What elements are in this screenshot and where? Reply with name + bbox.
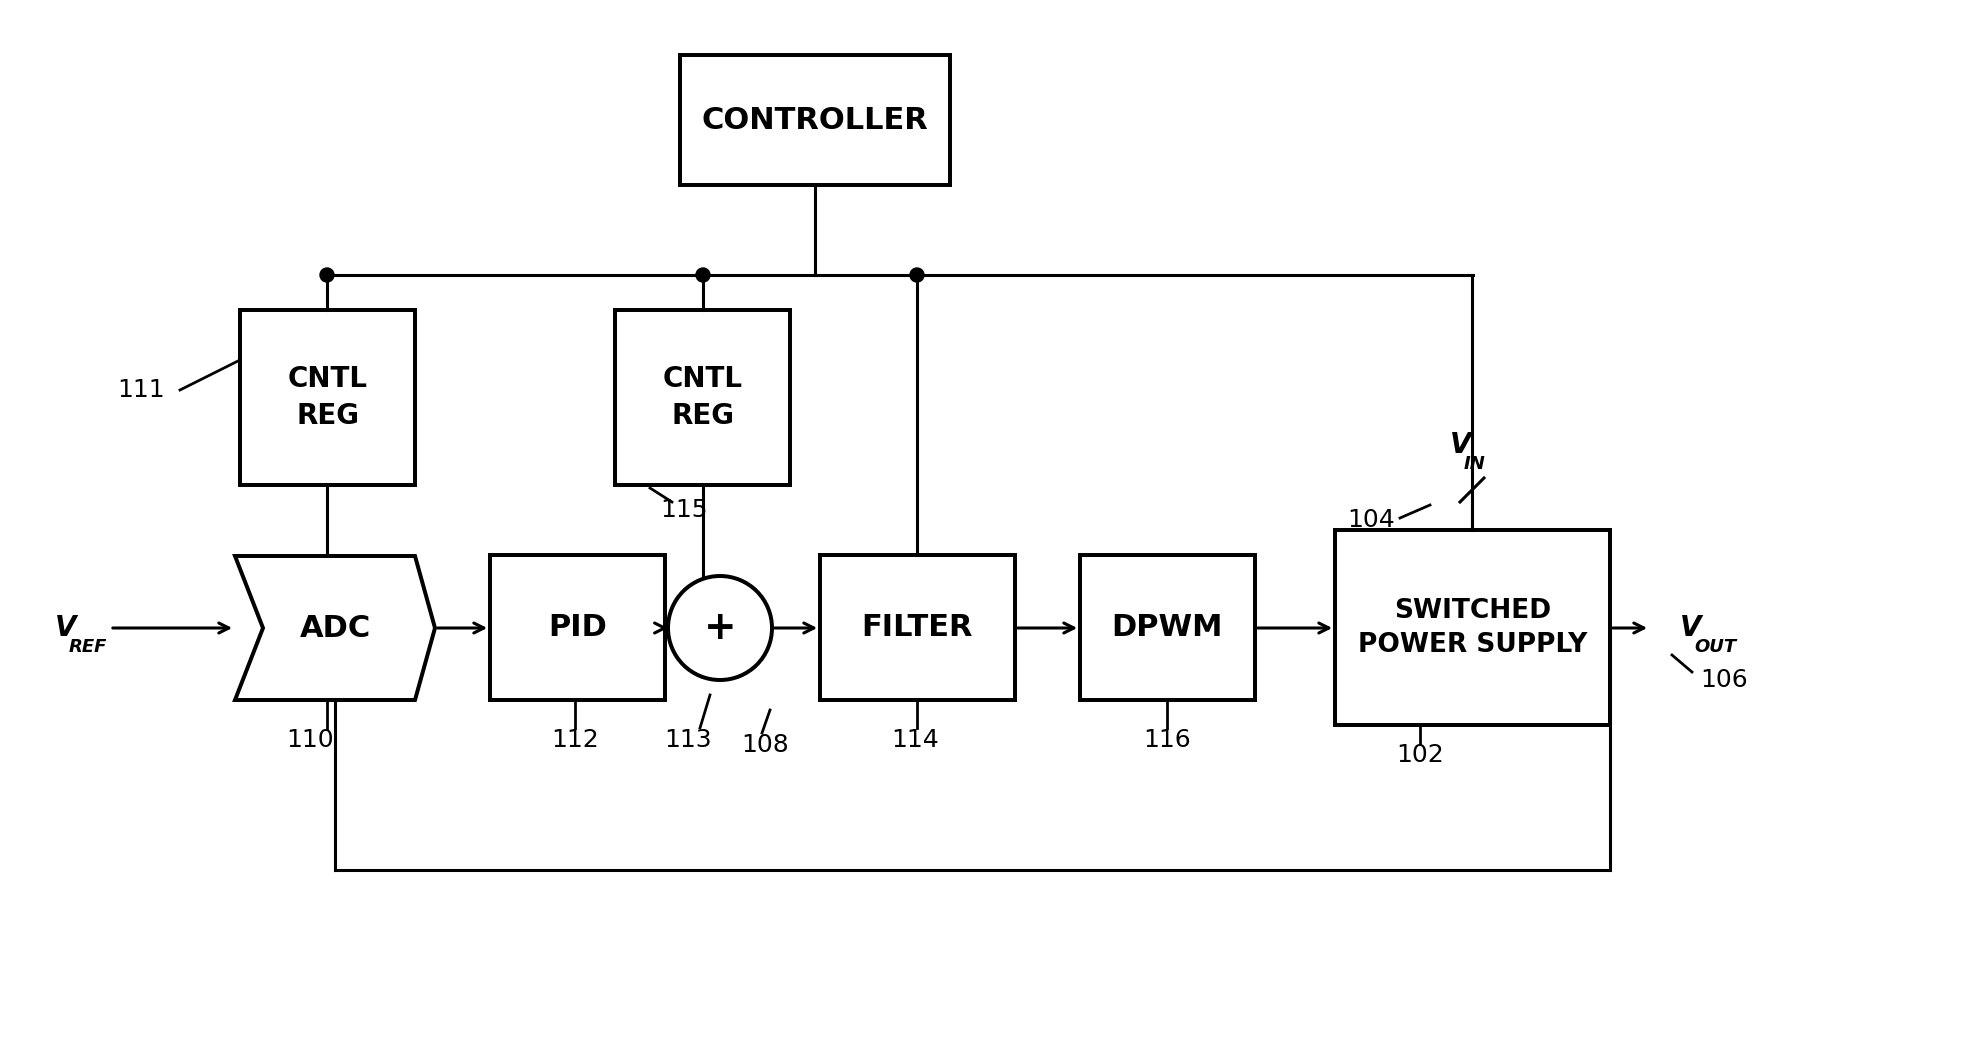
Text: CNTL
REG: CNTL REG — [663, 365, 742, 430]
Text: 111: 111 — [117, 379, 165, 402]
Text: 112: 112 — [552, 728, 599, 752]
Polygon shape — [234, 556, 434, 700]
Text: CNTL
REG: CNTL REG — [288, 365, 367, 430]
Text: V: V — [56, 614, 77, 642]
Circle shape — [669, 576, 772, 680]
Bar — [240, 310, 415, 485]
Text: FILTER: FILTER — [861, 613, 974, 642]
Text: V: V — [1680, 614, 1702, 642]
Text: 114: 114 — [891, 728, 938, 752]
Text: 116: 116 — [1143, 728, 1190, 752]
Bar — [615, 310, 790, 485]
Text: CONTROLLER: CONTROLLER — [702, 106, 929, 135]
Circle shape — [696, 268, 710, 282]
Text: PID: PID — [548, 613, 607, 642]
Bar — [819, 555, 1016, 700]
Text: 102: 102 — [1397, 742, 1444, 767]
Text: V: V — [1450, 431, 1472, 459]
Bar — [1079, 555, 1256, 700]
Text: DPWM: DPWM — [1111, 613, 1224, 642]
Text: 113: 113 — [665, 728, 712, 752]
Bar — [1335, 530, 1609, 725]
Circle shape — [911, 268, 925, 282]
Text: 115: 115 — [661, 498, 708, 522]
Text: 108: 108 — [742, 733, 790, 757]
Text: 104: 104 — [1347, 508, 1395, 532]
Text: ADC: ADC — [300, 614, 371, 643]
Bar — [681, 55, 950, 185]
Text: +: + — [704, 609, 736, 647]
Bar — [490, 555, 665, 700]
Text: REF: REF — [69, 638, 107, 656]
Text: 110: 110 — [286, 728, 333, 752]
Circle shape — [319, 268, 333, 282]
Text: IN: IN — [1464, 455, 1486, 473]
Text: SWITCHED
POWER SUPPLY: SWITCHED POWER SUPPLY — [1357, 597, 1587, 657]
Text: OUT: OUT — [1694, 638, 1736, 656]
Text: 106: 106 — [1700, 668, 1748, 692]
